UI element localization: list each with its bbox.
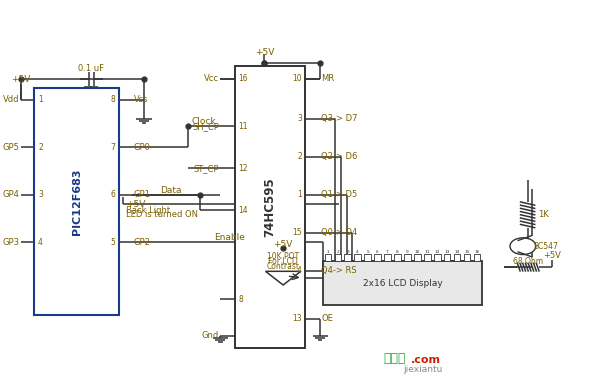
Text: 1K: 1K (538, 210, 549, 219)
Text: 11: 11 (425, 250, 430, 254)
Text: 2: 2 (38, 143, 43, 152)
Text: GP4: GP4 (2, 190, 19, 199)
Text: 6: 6 (110, 190, 115, 199)
Text: +5V: +5V (126, 200, 146, 209)
Text: GP0: GP0 (134, 143, 151, 152)
Text: 6: 6 (376, 250, 379, 254)
Text: 74HC595: 74HC595 (264, 177, 277, 237)
Text: .com: .com (410, 355, 440, 365)
Bar (404, 254, 410, 261)
Text: 11: 11 (238, 122, 248, 131)
Bar (444, 254, 451, 261)
Bar (384, 254, 391, 261)
Text: GP3: GP3 (2, 238, 19, 247)
Bar (323, 261, 482, 305)
Bar (344, 254, 351, 261)
Text: 10K POT: 10K POT (267, 253, 299, 261)
Text: 12: 12 (238, 163, 248, 173)
Text: 13: 13 (292, 314, 302, 323)
Text: jiexiantu: jiexiantu (403, 366, 443, 374)
Text: 0.1 uF: 0.1 uF (78, 64, 104, 73)
Text: 12: 12 (434, 250, 440, 254)
Text: 16: 16 (475, 250, 480, 254)
Text: 14: 14 (238, 206, 248, 215)
Bar (364, 254, 371, 261)
Text: Vdd: Vdd (3, 95, 19, 104)
Text: Q4-> RS: Q4-> RS (322, 266, 357, 275)
Text: 4: 4 (38, 238, 43, 247)
Bar (374, 254, 381, 261)
Text: +5V: +5V (274, 240, 293, 249)
Text: Q2-> D6: Q2-> D6 (322, 152, 358, 161)
Text: 3: 3 (297, 114, 302, 123)
Text: 2x16 LCD Display: 2x16 LCD Display (362, 279, 442, 288)
Text: MR: MR (322, 74, 334, 83)
Text: 2: 2 (337, 250, 339, 254)
Text: 1: 1 (326, 250, 329, 254)
Text: 7: 7 (110, 143, 115, 152)
Text: GP2: GP2 (134, 238, 151, 247)
Text: Vcc: Vcc (204, 74, 219, 83)
Text: Q0-> D4: Q0-> D4 (322, 228, 358, 237)
Text: Back Light: Back Light (126, 206, 170, 215)
Bar (335, 254, 341, 261)
Text: +5V: +5V (544, 251, 561, 260)
Text: 9: 9 (406, 250, 409, 254)
Text: 3: 3 (346, 250, 349, 254)
Text: Contrast: Contrast (266, 262, 299, 271)
Text: 4: 4 (356, 250, 359, 254)
Text: 10: 10 (415, 250, 420, 254)
Text: 接线图: 接线图 (383, 352, 406, 365)
Text: 3: 3 (38, 190, 43, 199)
Bar (355, 254, 361, 261)
Text: +5V: +5V (254, 48, 274, 57)
Text: 7: 7 (386, 250, 389, 254)
Text: 15: 15 (464, 250, 470, 254)
Circle shape (510, 238, 536, 254)
Text: 16: 16 (238, 74, 248, 83)
Text: 14: 14 (454, 250, 460, 254)
Text: Data: Data (160, 186, 182, 195)
Text: LED is turned ON: LED is turned ON (126, 210, 198, 220)
Text: 8: 8 (110, 95, 115, 104)
Text: SH_CP: SH_CP (192, 122, 219, 131)
Text: 68 Ohm: 68 Ohm (513, 257, 543, 266)
Text: 1: 1 (297, 190, 302, 199)
Text: 2: 2 (297, 152, 302, 161)
Text: GP5: GP5 (2, 143, 19, 152)
Text: PIC12F683: PIC12F683 (71, 168, 82, 235)
Text: 8: 8 (396, 250, 399, 254)
Bar (414, 254, 421, 261)
Text: ST_CP: ST_CP (194, 163, 219, 173)
Text: OE: OE (322, 314, 333, 323)
Text: 15: 15 (292, 228, 302, 237)
Polygon shape (266, 271, 301, 285)
Bar (235, 66, 305, 348)
Text: Q1-> D5: Q1-> D5 (322, 190, 358, 199)
Text: Gnd: Gnd (202, 331, 219, 340)
Text: 10: 10 (292, 74, 302, 83)
Bar (434, 254, 440, 261)
Text: +5V: +5V (11, 75, 31, 84)
Text: BC547: BC547 (533, 242, 559, 251)
Bar (34, 88, 119, 315)
Text: GP1: GP1 (134, 190, 151, 199)
Bar (454, 254, 460, 261)
Bar (424, 254, 431, 261)
Text: For LCD: For LCD (268, 257, 298, 266)
Text: 13: 13 (445, 250, 450, 254)
Text: Q3-> D7: Q3-> D7 (322, 114, 358, 123)
Text: 1: 1 (38, 95, 43, 104)
Bar (464, 254, 470, 261)
Bar (394, 254, 401, 261)
Text: Clock: Clock (192, 117, 217, 126)
Text: Vss: Vss (134, 95, 148, 104)
Bar (474, 254, 481, 261)
Text: 5: 5 (110, 238, 115, 247)
Text: 4: 4 (297, 266, 302, 275)
Text: 5: 5 (366, 250, 369, 254)
Text: 8: 8 (238, 295, 243, 304)
Text: Enable: Enable (214, 233, 245, 242)
Bar (325, 254, 331, 261)
